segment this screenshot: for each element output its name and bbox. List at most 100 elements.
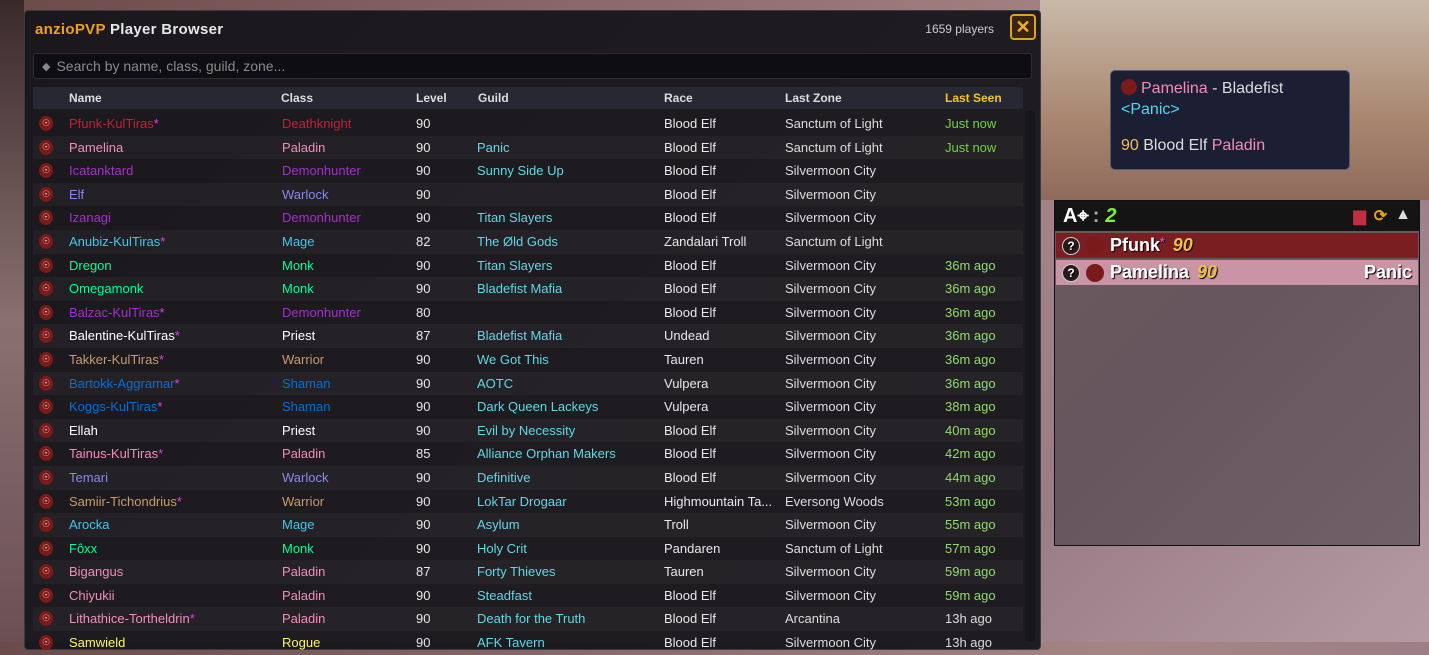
player-class: Monk [282,540,314,556]
player-level: 87 [416,328,431,344]
table-row[interactable]: ☉ Pamelina Paladin 90 Panic Blood Elf Sa… [33,136,1023,160]
player-last-zone: Silvermoon City [785,469,877,485]
player-level: 80 [416,304,431,320]
player-last-zone: Silvermoon City [785,351,877,367]
player-race: Blood Elf [664,446,717,462]
table-row[interactable]: ☉ Ellah Priest 90 Evil by Necessity Bloo… [33,419,1023,443]
player-level: 87 [416,564,431,580]
table-row[interactable]: ☉ Tainus-KulTiras* Paladin 85 Alliance O… [33,442,1023,466]
player-race: Undead [664,328,710,344]
player-class: Mage [282,517,315,533]
table-row[interactable]: ☉ Izanagi Demonhunter 90 Titan Slayers B… [33,206,1023,230]
table-row[interactable]: ☉ Pfunk-KulTiras* Deathknight 90 Blood E… [33,112,1023,136]
group-member-row[interactable]: ? Pfunk * 90 [1056,233,1418,258]
player-name: Koggs-KulTiras* [69,399,163,415]
member-name: Pfunk [1110,235,1161,255]
player-name: Bartokk-Aggramar* [69,375,180,391]
table-row[interactable]: ☉ Bigangus Paladin 87 Forty Thieves Taur… [33,560,1023,584]
player-last-zone: Eversong Woods [785,493,884,509]
column-header-last-seen[interactable]: Last Seen [945,91,1002,105]
game-background-left [0,0,24,642]
player-class: Shaman [282,375,331,391]
horde-faction-icon: ☉ [39,399,53,415]
table-row[interactable]: ☉ Lithathice-Tortheldrin* Paladin 90 Dea… [33,607,1023,631]
player-name: Takker-KulTiras* [69,351,164,367]
player-class: Rogue [282,635,321,651]
player-race: Blood Elf [664,422,717,438]
table-row[interactable]: ☉ Samiir-Tichondrius* Warrior 90 LokTar … [33,490,1023,514]
player-race: Blood Elf [664,257,717,273]
player-race: Zandalari Troll [664,233,747,249]
player-last-seen: 57m ago [945,540,996,556]
horde-faction-icon: ☉ [39,422,53,438]
column-header-name[interactable]: Name [69,91,102,105]
question-icon[interactable]: ? [1062,263,1080,282]
search-bar: ◆ [33,53,1032,79]
table-row[interactable]: ☉ Anubiz-KulTiras* Mage 82 The Øld Gods … [33,230,1023,254]
player-name: Samiir-Tichondrius* [69,493,182,509]
table-row[interactable]: ☉ Balzac-KulTiras* Demonhunter 80 Blood … [33,301,1023,325]
player-name: Tainus-KulTiras* [69,446,164,462]
table-row[interactable]: ☉ Temari Warlock 90 Definitive Blood Elf… [33,466,1023,490]
player-name: Samwield [69,635,126,651]
table-row[interactable]: ☉ Chiyukii Paladin 90 Steadfast Blood El… [33,584,1023,608]
player-count: 1659 players [925,22,994,36]
column-header-class[interactable]: Class [281,91,314,105]
collapse-icon[interactable]: ▲ [1395,206,1411,223]
column-header-last-zone[interactable]: Last Zone [785,91,842,105]
horde-faction-icon: ☉ [39,186,53,202]
table-row[interactable]: ☉ Icatanktard Demonhunter 90 Sunny Side … [33,159,1023,183]
table-row[interactable]: ☉ Arocka Mage 90 Asylum Troll Silvermoon… [33,513,1023,537]
table-row[interactable]: ☉ Fôxx Monk 90 Holy Crit Pandaren Sanctu… [33,537,1023,561]
group-member-row[interactable]: ? Pamelina 90 Panic [1056,260,1418,285]
player-last-zone: Silvermoon City [785,375,877,391]
player-guild: LokTar Drogaar [477,493,567,509]
table-row[interactable]: ☉ Samwield Rogue 90 AFK Tavern Blood Elf… [33,631,1023,655]
player-class: Paladin [282,611,326,627]
question-icon[interactable]: ? [1062,236,1080,255]
table-row[interactable]: ☉ Koggs-KulTiras* Shaman 90 Dark Queen L… [33,395,1023,419]
close-button[interactable]: ✕ [1010,14,1036,40]
player-last-seen: 42m ago [945,446,996,462]
toolbox-icon[interactable]: ▆ [1353,208,1366,225]
player-name: Izanagi [69,210,111,226]
table-row[interactable]: ☉ Bartokk-Aggramar* Shaman 90 AOTC Vulpe… [33,372,1023,396]
player-level: 90 [416,493,431,509]
horde-faction-icon: ☉ [39,116,53,131]
horde-faction-icon: ☉ [39,446,53,462]
table-row[interactable]: ☉ Omegamonk Monk 90 Bladefist Mafia Bloo… [33,277,1023,301]
table-row[interactable]: ☉ Takker-KulTiras* Warrior 90 We Got Thi… [33,348,1023,372]
target-icon: A⌖ [1063,204,1089,227]
refresh-icon[interactable]: ⟳ [1373,208,1388,225]
column-header-level[interactable]: Level [416,91,447,105]
player-class: Deathknight [282,116,352,131]
player-class: Monk [282,257,314,273]
player-race: Blood Elf [664,186,717,202]
player-guild: Steadfast [477,587,532,603]
player-guild: Bladefist Mafia [477,328,563,344]
player-last-seen: Just now [945,116,997,131]
player-level: 90 [416,163,431,179]
player-level: 90 [416,587,431,603]
player-name: Chiyukii [69,587,115,603]
player-guild: Forty Thieves [477,564,556,580]
scrollbar[interactable] [1025,111,1035,641]
player-level: 90 [416,611,431,627]
horde-faction-icon: ☉ [39,210,53,226]
player-class: Paladin [282,564,326,580]
player-race: Vulpera [664,375,709,391]
window-title: anzioPVP Player Browser [35,21,224,38]
horde-faction-icon: ☉ [39,139,53,155]
search-input[interactable] [56,58,957,74]
table-row[interactable]: ☉ Dregon Monk 90 Titan Slayers Blood Elf… [33,254,1023,278]
table-row[interactable]: ☉ Balentine-KulTiras* Priest 87 Bladefis… [33,324,1023,348]
column-header-race[interactable]: Race [664,91,693,105]
column-header-guild[interactable]: Guild [478,91,509,105]
player-last-seen: 13h ago [945,611,992,627]
player-guild: AFK Tavern [477,635,545,651]
table-row[interactable]: ☉ Elf Warlock 90 Blood Elf Silvermoon Ci… [33,183,1023,207]
player-name: Elf [69,186,85,202]
player-guild: Death for the Truth [477,611,586,627]
player-class: Priest [282,328,316,344]
player-guild: We Got This [477,351,549,367]
